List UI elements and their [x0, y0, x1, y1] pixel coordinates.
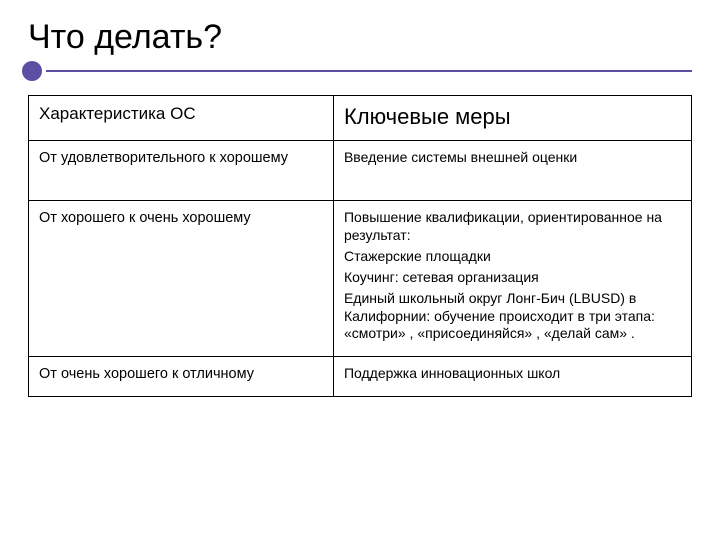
table-row: От хорошего к очень хорошему Повышение к… — [29, 201, 692, 357]
measure-para: Введение системы внешней оценки — [344, 149, 681, 167]
divider-line — [46, 70, 692, 72]
cell-measures: Повышение квалификации, ориентированное … — [333, 201, 691, 357]
cell-measures: Поддержка инновационных школ — [333, 357, 691, 397]
table-row: От очень хорошего к отличному Поддержка … — [29, 357, 692, 397]
cell-characteristic: От удовлетворительного к хорошему — [29, 141, 334, 201]
measures-table: Характеристика ОС Ключевые меры От удовл… — [28, 95, 692, 397]
title-row: Что делать? — [28, 18, 692, 57]
cell-characteristic: От очень хорошего к отличному — [29, 357, 334, 397]
measure-para: Повышение квалификации, ориентированное … — [344, 209, 681, 245]
cell-measures: Введение системы внешней оценки — [333, 141, 691, 201]
title-rule — [28, 61, 692, 81]
col-header-characteristic: Характеристика ОС — [29, 96, 334, 141]
slide: Что делать? Характеристика ОС Ключевые м… — [0, 0, 720, 540]
table-header-row: Характеристика ОС Ключевые меры — [29, 96, 692, 141]
measure-para: Единый школьный округ Лонг-Бич (LBUSD) в… — [344, 290, 681, 344]
measure-para: Коучинг: сетевая организация — [344, 269, 681, 287]
table-row: От удовлетворительного к хорошему Введен… — [29, 141, 692, 201]
col-header-measures: Ключевые меры — [333, 96, 691, 141]
page-title: Что делать? — [28, 18, 222, 57]
cell-characteristic: От хорошего к очень хорошему — [29, 201, 334, 357]
measure-para: Поддержка инновационных школ — [344, 365, 681, 383]
measure-para: Стажерские площадки — [344, 248, 681, 266]
circle-bullet-icon — [22, 61, 42, 81]
